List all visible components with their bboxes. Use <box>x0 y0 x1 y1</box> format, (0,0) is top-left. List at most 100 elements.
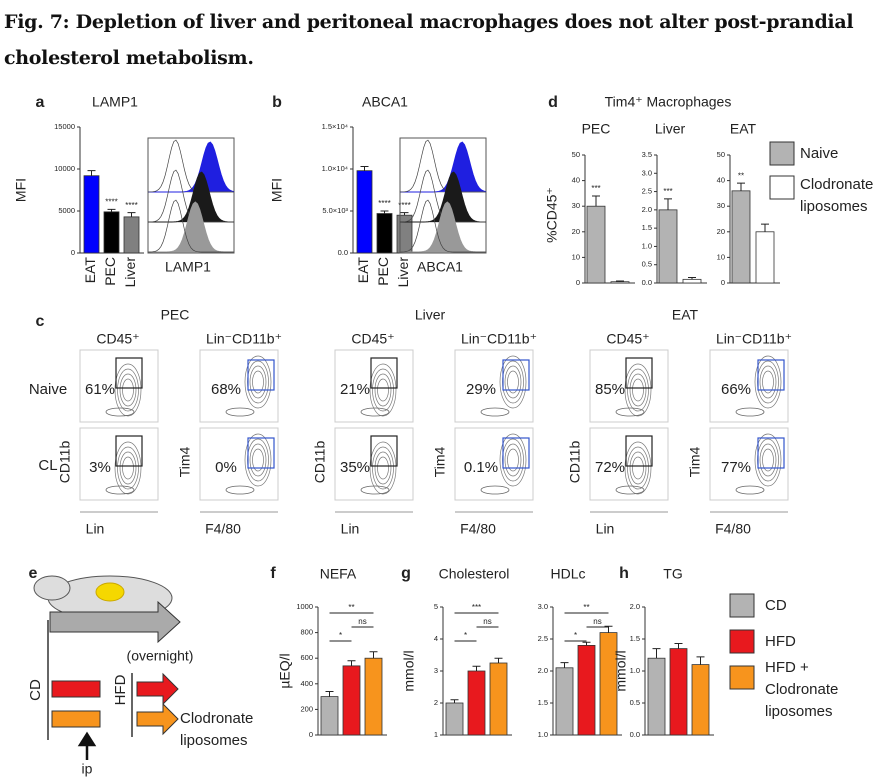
y-tick-label: 20 <box>572 227 580 236</box>
legend-label: Naive <box>800 145 838 162</box>
y-tick-label: 10000 <box>54 164 75 173</box>
gate-percent: 66% <box>721 381 751 398</box>
axis-title: Tim4 <box>432 446 448 477</box>
gate <box>757 437 785 469</box>
contour <box>249 365 267 399</box>
y-tick-label: 1.5 <box>642 223 652 232</box>
significance: **** <box>105 197 117 206</box>
bar <box>610 281 630 284</box>
error-bar <box>87 170 96 176</box>
significance: ns <box>358 617 366 626</box>
axis-title: Lin <box>86 521 105 537</box>
plot-frame <box>334 349 414 423</box>
y-tick-label: 2 <box>434 698 438 707</box>
error-bar <box>127 212 136 217</box>
significance: * <box>339 631 342 640</box>
x-tick-label: EAT <box>82 257 98 284</box>
legend-label: Clodronate liposomes <box>800 176 874 215</box>
error-bar <box>369 651 378 659</box>
bar <box>586 205 606 284</box>
contour <box>757 360 779 404</box>
column-title: CD45⁺ <box>351 331 394 347</box>
y-tick-label: 2.5 <box>538 634 548 643</box>
x-tick-label: PEC <box>375 257 391 286</box>
axis-title: Tim4 <box>687 446 703 477</box>
legend-swatch <box>729 593 755 618</box>
gate-percent: 35% <box>340 459 370 476</box>
legend-swatch <box>729 629 755 654</box>
gate-percent: 0.1% <box>464 459 498 476</box>
contour <box>247 360 269 404</box>
error-bar <box>400 212 409 216</box>
contour <box>372 446 394 490</box>
gate <box>757 359 785 391</box>
gate <box>625 357 653 389</box>
error-bar <box>360 165 369 171</box>
y-tick-label: 1.0 <box>538 730 548 739</box>
bar <box>445 702 464 736</box>
significance: **** <box>125 201 137 210</box>
legend-label: CD <box>765 597 787 614</box>
contour <box>114 363 142 417</box>
histogram-frame <box>399 137 487 254</box>
error-bar <box>494 657 503 663</box>
legend-label: HFD <box>765 633 796 650</box>
axis-title: CD11b <box>312 441 328 484</box>
contour <box>504 443 522 477</box>
axis-title: %CD45⁺ <box>544 187 560 243</box>
gate <box>370 357 398 389</box>
axis-title: Tim4 <box>177 446 193 477</box>
significance: **** <box>378 199 390 208</box>
gate-percent: 85% <box>595 381 625 398</box>
legend-swatch <box>769 175 795 200</box>
arrow <box>136 702 179 736</box>
gate <box>502 359 530 391</box>
column-title: CD45⁺ <box>606 331 649 347</box>
y-tick-label: 5000 <box>58 206 75 215</box>
contour <box>122 456 134 480</box>
diagram-label: (overnight) <box>127 648 194 664</box>
axis-title: Lin <box>341 521 360 537</box>
contour <box>502 360 524 404</box>
bar <box>658 209 678 284</box>
contour <box>507 370 519 394</box>
contour <box>504 365 522 399</box>
y-tick-label: 400 <box>300 679 313 688</box>
y-tick-label: 3 <box>434 666 438 675</box>
gate-percent: 29% <box>466 381 496 398</box>
panel-label: h <box>619 565 629 582</box>
contour <box>374 373 392 407</box>
error-bar <box>325 690 334 697</box>
error-bar <box>107 208 116 212</box>
panel-label: f <box>270 565 276 582</box>
bar <box>731 190 751 284</box>
arrow <box>49 600 181 644</box>
y-tick-label: 1.0×10⁴ <box>322 164 348 173</box>
contour <box>629 451 647 485</box>
y-tick-label: 30 <box>572 201 580 210</box>
contour <box>117 368 139 412</box>
y-tick-label: 1 <box>434 730 438 739</box>
axis-title: ABCA1 <box>417 259 463 275</box>
bar <box>489 662 508 736</box>
axis-title: LAMP1 <box>165 259 211 275</box>
axis-title: MFI <box>269 178 285 202</box>
error-bar <box>616 280 624 282</box>
histogram-fill <box>400 201 487 253</box>
legend-label: HFD + Clodronate liposomes <box>765 659 839 720</box>
contour <box>119 373 137 407</box>
bar <box>669 648 688 736</box>
bar <box>364 657 383 736</box>
contour <box>244 355 272 409</box>
contour <box>757 438 779 482</box>
plot-frame <box>709 427 789 501</box>
contour <box>252 370 264 394</box>
contour <box>105 407 135 417</box>
contour <box>372 368 394 412</box>
liver <box>95 582 125 602</box>
plot-frame <box>334 427 414 501</box>
x-tick-label: Liver <box>395 257 411 288</box>
y-tick-label: 40 <box>717 176 725 185</box>
plot-frame <box>454 349 534 423</box>
